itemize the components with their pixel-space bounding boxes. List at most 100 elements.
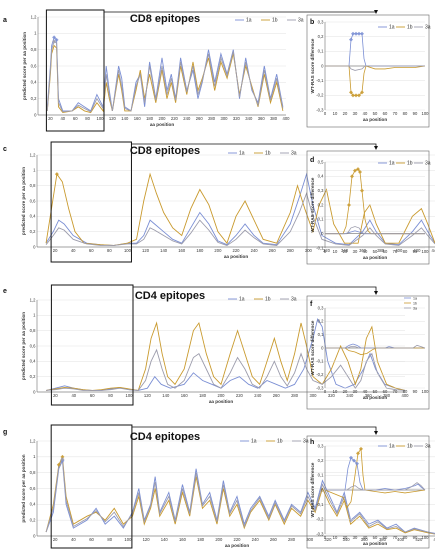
legend-label-1a: 1a xyxy=(389,444,395,450)
legend-label-1b: 1b xyxy=(265,151,271,157)
x-tick-label: 100 xyxy=(422,389,430,394)
x-tick-label: 220 xyxy=(234,537,242,542)
series-line-1b xyxy=(325,347,425,356)
y-tick-label: 0,2 xyxy=(318,202,324,207)
x-tick-label: 360 xyxy=(258,116,266,121)
y-tick-label: 0,2 xyxy=(30,374,36,379)
series-line-1a xyxy=(45,459,435,534)
legend-label-1a: 1a xyxy=(389,25,395,31)
y-tick-label: -0,3 xyxy=(316,107,324,112)
y-tick-label: -0,1 xyxy=(316,502,324,507)
x-tick-label: 340 xyxy=(346,393,354,398)
x-tick-label: 380 xyxy=(383,393,391,398)
y-tick-label: 0 xyxy=(321,63,324,68)
x-tick-label: 60 xyxy=(383,249,388,254)
panel-letter: a xyxy=(3,17,7,24)
data-point-marker xyxy=(351,93,355,98)
legend-label-1b: 1b xyxy=(407,25,413,31)
x-tick-label: 180 xyxy=(146,116,154,121)
legend: 1a 1b 3a xyxy=(378,444,431,450)
x-tick-label: 40 xyxy=(363,111,368,116)
data-point-marker xyxy=(349,90,353,95)
panel-frame xyxy=(306,295,430,410)
x-tick-label: 120 xyxy=(144,393,152,398)
x-tick-label: 280 xyxy=(288,537,296,542)
x-tick-label: 50 xyxy=(373,389,378,394)
x-tick-label: 20 xyxy=(48,116,53,121)
x-tick-label: 340 xyxy=(341,248,349,253)
x-tick-label: 200 xyxy=(159,116,167,121)
panel-frame xyxy=(306,435,430,549)
x-tick-label: 280 xyxy=(208,116,216,121)
chart-panel-a: 00,20,40,60,811,220 40 60 80 100 120 140 160 180… xyxy=(3,9,378,132)
legend-label-1b: 1b xyxy=(413,301,417,305)
series-line-3a xyxy=(325,65,425,71)
y-tick-label: 0,4 xyxy=(30,214,36,219)
y-tick-label: -0,3 xyxy=(316,385,324,390)
data-point-marker xyxy=(350,174,354,179)
data-point-marker xyxy=(353,168,357,173)
x-tick-label: 440 xyxy=(434,537,435,542)
y-tick-label: 0,2 xyxy=(30,229,36,234)
legend-label-1a: 1a xyxy=(246,18,252,24)
legend-label-3a: 3a xyxy=(291,297,297,303)
x-tick-label: 340 xyxy=(245,116,253,121)
x-axis-label: aa position xyxy=(209,399,233,404)
y-tick-label: 0,3 xyxy=(318,188,324,193)
chart-title: CD8 epitopes xyxy=(130,145,200,157)
x-tick-label: 80 xyxy=(107,248,112,253)
legend-label-3a: 3a xyxy=(291,151,297,157)
legend: 1a 1b 3a xyxy=(228,151,297,157)
data-point-marker xyxy=(359,446,363,451)
x-tick-label: 0 xyxy=(324,535,327,540)
x-tick-label: 300 xyxy=(306,537,314,542)
series-line-1a xyxy=(325,33,425,67)
y-tick-label: 1 xyxy=(33,313,36,318)
chart-panel-f: -0,3 -0,2 -0,1 0 0,1 0,2 0,3 0 10 20 30 40 50 60 70 80 9… xyxy=(306,295,430,410)
x-tick-label: 70 xyxy=(393,389,398,394)
chart-title: CD4 epitopes xyxy=(130,431,200,443)
x-tick-label: 160 xyxy=(134,116,142,121)
highlight-box xyxy=(45,9,105,132)
x-tick-label: 0 xyxy=(324,249,327,254)
x-tick-label: 260 xyxy=(273,393,281,398)
x-axis-label: aa position xyxy=(224,254,248,259)
x-tick-label: 260 xyxy=(270,537,278,542)
x-tick-label: 220 xyxy=(233,248,241,253)
chart-panel-c: 00,20,40,60,811,220 40 60 80 100 120 140 160 180… xyxy=(3,141,435,263)
x-tick-label: 420 xyxy=(413,248,421,253)
chart-panel-g: 00,20,40,60,811,220 40 60 80 100 120 140 160 180… xyxy=(3,424,435,549)
y-tick-label: 0 xyxy=(321,345,324,350)
x-tick-label: 100 xyxy=(126,393,134,398)
data-point-marker xyxy=(52,35,57,40)
x-axis-label: aa position xyxy=(363,395,387,400)
series-line-1a xyxy=(46,36,284,112)
x-tick-label: 60 xyxy=(90,393,95,398)
x-tick-label: 220 xyxy=(171,116,179,121)
x-tick-label: 240 xyxy=(251,248,259,253)
x-tick-label: 200 xyxy=(214,248,222,253)
x-tick-label: 90 xyxy=(413,249,418,254)
x-tick-label: 100 xyxy=(422,535,430,540)
x-tick-label: 10 xyxy=(333,535,338,540)
x-tick-label: 60 xyxy=(383,535,388,540)
legend-label-1a: 1a xyxy=(413,296,417,300)
x-tick-label: 70 xyxy=(393,249,398,254)
data-point-marker xyxy=(54,37,59,42)
chart-panel-e: 00,20,40,60,811,220 40 60 80 100 120 140 160 180… xyxy=(3,284,409,406)
x-tick-label: 140 xyxy=(121,116,129,121)
y-axis-label: WT-RAS score difference xyxy=(310,320,315,375)
x-tick-label: 20 xyxy=(53,537,58,542)
data-point-marker xyxy=(360,188,364,193)
x-tick-label: 80 xyxy=(403,249,408,254)
legend-label-3a: 3a xyxy=(425,161,431,167)
series-line-1b xyxy=(45,455,435,535)
y-tick-label: -0,2 xyxy=(316,93,324,98)
y-axis-label: predicted score per aa position xyxy=(21,454,26,522)
x-tick-label: 120 xyxy=(143,537,151,542)
data-point-marker xyxy=(360,90,364,95)
series-line-3a xyxy=(45,191,435,246)
x-tick-label: 300 xyxy=(221,116,229,121)
x-tick-label: 400 xyxy=(283,116,291,121)
y-tick-label: 0 xyxy=(34,112,37,117)
